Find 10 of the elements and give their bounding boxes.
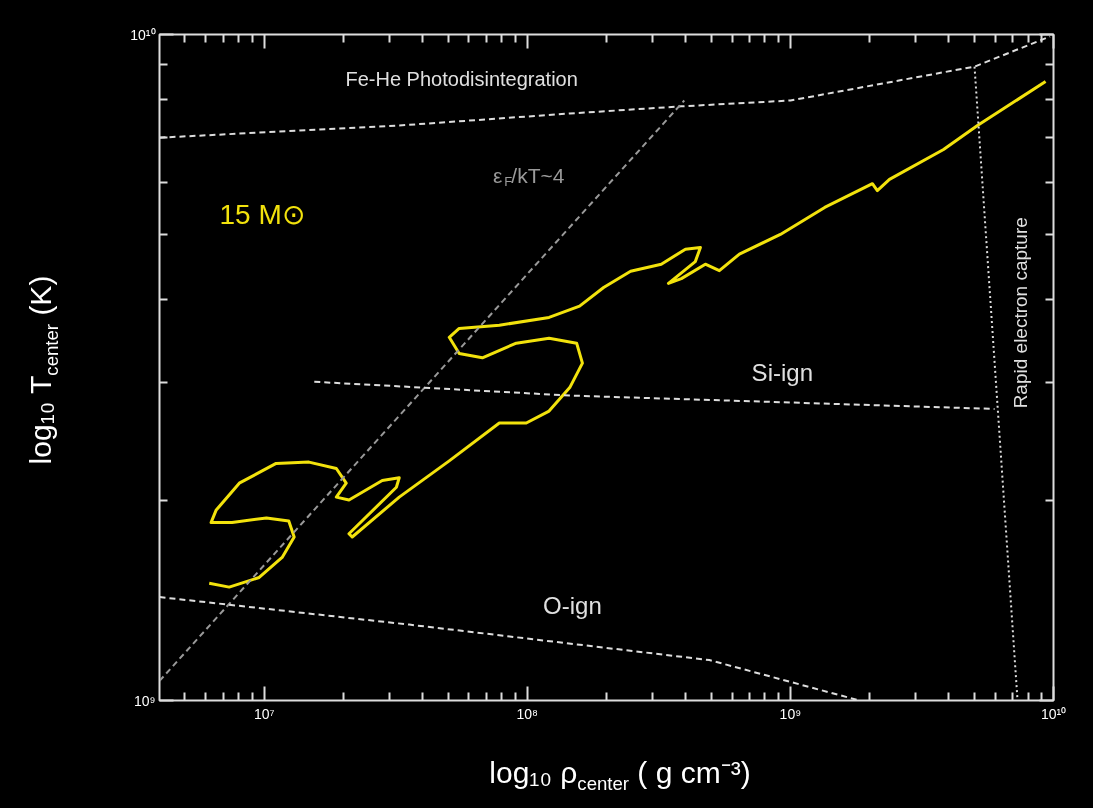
text: 15 M⊙ bbox=[219, 199, 305, 230]
annotation: Si-ign bbox=[751, 359, 813, 386]
annotation: Rapid electron capture bbox=[1010, 217, 1031, 409]
x-tick-label: 10¹⁰ bbox=[1040, 705, 1067, 722]
annotation: O-ign bbox=[543, 592, 602, 619]
x-tick-label: 10⁸ bbox=[516, 705, 539, 722]
x-tick-label: 10⁹ bbox=[779, 705, 802, 722]
x-axis-title: log₁₀ ρ$_{center}$ ( g cm⁻³) bbox=[489, 755, 751, 797]
x-tick-label: 10⁷ bbox=[253, 705, 275, 722]
annotation: Fe-He Photodisintegration bbox=[345, 67, 578, 90]
